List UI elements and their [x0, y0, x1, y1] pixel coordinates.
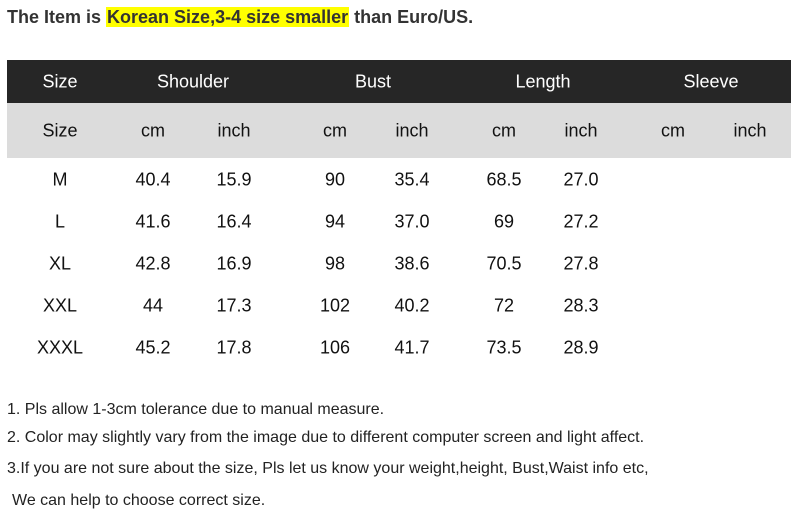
table-cell: 106 [319, 337, 351, 358]
group-header: Bust [354, 71, 392, 92]
subheader: inch [564, 120, 598, 141]
table-cell: M [52, 169, 68, 190]
header-row [7, 60, 791, 103]
table-cell: 94 [324, 211, 346, 232]
table-cell: 16.9 [216, 253, 252, 274]
table-cell: 40.2 [394, 295, 430, 316]
table-cell: 41.6 [135, 211, 171, 232]
table-cell: 69 [493, 211, 515, 232]
table-cell: XXL [42, 295, 78, 316]
title: The Item is Korean Size,3-4 size smaller t… [7, 7, 478, 28]
table-cell: 102 [319, 295, 351, 316]
table-cell: 38.6 [394, 253, 430, 274]
subheader: inch [395, 120, 429, 141]
group-header: Size [42, 71, 78, 92]
note: We can help to choose correct size. [12, 492, 266, 509]
table-cell: 17.3 [216, 295, 252, 316]
table-cell: 28.3 [563, 295, 599, 316]
table-cell: 42.8 [135, 253, 171, 274]
group-header: Sleeve [683, 71, 739, 92]
title-highlight: Korean Size,3-4 size smaller [106, 7, 350, 27]
title-text: The Item is [7, 7, 102, 27]
note: 2. Color may slightly vary from the imag… [7, 429, 645, 446]
table-cell: 37.0 [394, 211, 430, 232]
table-cell: 40.4 [135, 169, 171, 190]
group-header: Length [515, 71, 571, 92]
table-cell: 16.4 [216, 211, 252, 232]
table-cell: 28.9 [563, 337, 599, 358]
note: 1. Pls allow 1-3cm tolerance due to manu… [7, 401, 385, 418]
note: 3.If you are not sure about the size, Pl… [7, 460, 649, 477]
subheader: inch [217, 120, 251, 141]
group-header: Shoulder [156, 71, 230, 92]
table-cell: 68.5 [486, 169, 522, 190]
table-cell: 41.7 [394, 337, 430, 358]
table-cell: 72 [493, 295, 515, 316]
subheader: cm [141, 120, 165, 141]
table-cell: 27.2 [563, 211, 599, 232]
table-cell: 27.0 [563, 169, 599, 190]
table-cell: 44 [142, 295, 164, 316]
subheader: inch [733, 120, 767, 141]
table-cell: XL [48, 253, 72, 274]
table-cell: 45.2 [135, 337, 171, 358]
table-cell: XXXL [36, 337, 84, 358]
subheader: cm [661, 120, 685, 141]
table-cell: L [54, 211, 66, 232]
table-cell: 90 [324, 169, 346, 190]
table-cell: 15.9 [216, 169, 252, 190]
subheader-row [7, 103, 791, 158]
table-cell: 17.8 [216, 337, 252, 358]
subheader: cm [323, 120, 347, 141]
table-cell: 70.5 [486, 253, 522, 274]
title-text: than Euro/US. [354, 7, 474, 27]
table-cell: 35.4 [394, 169, 430, 190]
table-cell: 98 [324, 253, 346, 274]
table-cell: 27.8 [563, 253, 599, 274]
subheader: cm [492, 120, 516, 141]
subheader: Size [42, 120, 78, 141]
table-cell: 73.5 [486, 337, 522, 358]
